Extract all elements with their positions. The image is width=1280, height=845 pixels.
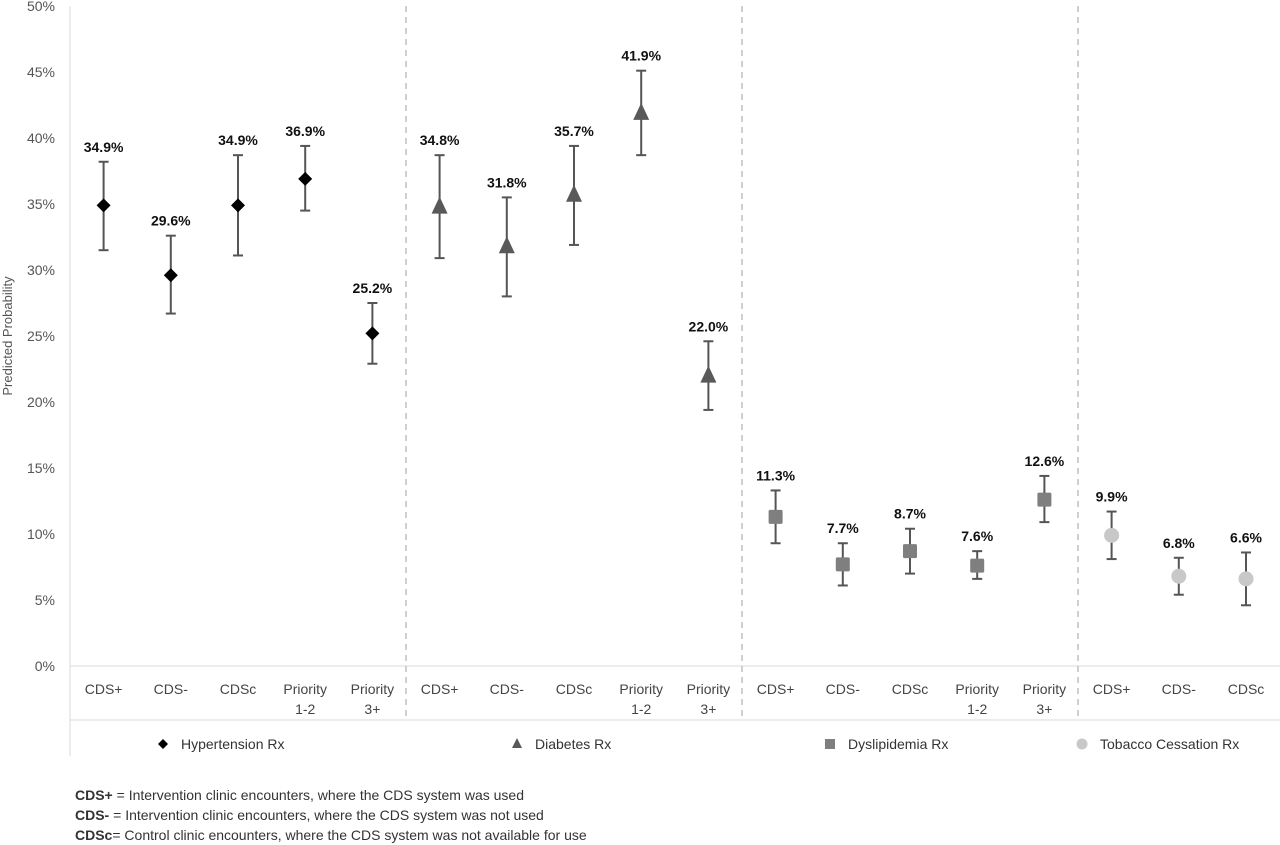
data-point	[231, 198, 245, 213]
legend-label: Hypertension Rx	[181, 736, 285, 752]
x-tick-label: 1-2	[967, 701, 987, 717]
x-tick-label: Priority	[955, 681, 999, 697]
data-point	[566, 184, 582, 202]
legend-marker	[825, 739, 835, 749]
data-label: 31.8%	[487, 174, 527, 190]
data-label: 9.9%	[1096, 489, 1128, 505]
y-axis-label: Predicted Probability	[0, 276, 15, 396]
y-tick-label: 35%	[27, 196, 55, 212]
x-tick-label: CDSc	[1228, 681, 1265, 697]
data-label: 29.6%	[151, 213, 191, 229]
data-label: 34.9%	[84, 139, 124, 155]
data-label: 8.7%	[894, 506, 926, 522]
x-tick-label: Priority	[687, 681, 731, 697]
data-point	[835, 557, 850, 572]
chart: 0% 5% 10% 15% 20% 25% 30% 35% 40% 45% 50% Predicted…	[0, 0, 1280, 756]
y-tick-label: 30%	[27, 262, 55, 278]
x-tick-label: CDS-	[1162, 681, 1197, 697]
y-tick-label: 40%	[27, 130, 55, 146]
y-tick-label: 5%	[35, 592, 55, 608]
data-point	[498, 236, 515, 254]
x-tick-label: Priority	[283, 681, 327, 697]
x-tick-label: Priority	[351, 681, 395, 697]
data-label: 6.8%	[1163, 535, 1195, 551]
x-tick-label: CDS+	[1093, 681, 1131, 697]
data-label: 36.9%	[285, 123, 325, 139]
data-label: 12.6%	[1025, 453, 1065, 469]
y-tick-label: 15%	[27, 460, 55, 476]
x-tick-label: CDSc	[556, 681, 593, 697]
x-tick-label: Priority	[619, 681, 663, 697]
x-tick-label: CDS+	[757, 681, 795, 697]
y-tick-label: 50%	[27, 0, 55, 14]
x-tick-label: CDS+	[421, 681, 459, 697]
footnote-term: CDS+	[75, 787, 113, 803]
legend-label: Tobacco Cessation Rx	[1100, 736, 1239, 752]
data-point	[768, 509, 783, 524]
data-point	[633, 102, 650, 120]
x-tick-label: 3+	[700, 701, 716, 717]
x-tick-label: 3+	[364, 701, 380, 717]
data-point	[1171, 568, 1187, 584]
data-point	[96, 198, 111, 213]
data-label: 34.8%	[420, 132, 460, 148]
footnote-term: CDS-	[75, 807, 110, 823]
x-tick-label: 1-2	[631, 701, 651, 717]
data-label: 11.3%	[756, 467, 795, 483]
data-label: 6.6%	[1230, 529, 1262, 545]
footnote-term: CDSc	[75, 827, 113, 843]
y-tick-label: 25%	[27, 328, 55, 344]
y-tick-label: 10%	[27, 526, 55, 542]
x-tick-label: CDSc	[892, 681, 929, 697]
data-label: 7.7%	[827, 520, 859, 536]
footnote-cds-plus: CDS+ = Intervention clinic encounters, w…	[75, 785, 587, 805]
data-label: 22.0%	[689, 318, 729, 334]
y-tick-label: 20%	[27, 394, 55, 410]
data-point	[903, 544, 917, 559]
data-label: 35.7%	[554, 123, 594, 139]
data-point	[163, 268, 178, 283]
legend-marker	[158, 739, 168, 749]
data-point	[431, 196, 448, 214]
data-label: 34.9%	[218, 132, 258, 148]
data-point	[298, 171, 313, 186]
data-label: 7.6%	[961, 528, 993, 544]
legend-marker	[1076, 738, 1088, 750]
x-tick-label: 3+	[1036, 701, 1052, 717]
data-point	[970, 558, 985, 573]
footnote-text: = Intervention clinic encounters, where …	[112, 787, 524, 803]
legend-label: Dyslipidemia Rx	[848, 736, 948, 752]
x-tick-label: CDS+	[85, 681, 123, 697]
footnotes: CDS+ = Intervention clinic encounters, w…	[75, 785, 587, 845]
footnote-cdsc: CDSc= Control clinic encounters, where t…	[75, 825, 587, 845]
y-tick-label: 45%	[27, 64, 55, 80]
x-tick-label: CDS-	[826, 681, 861, 697]
data-point	[365, 326, 380, 341]
footnote-cds-minus: CDS- = Intervention clinic encounters, w…	[75, 805, 587, 825]
legend-label: Diabetes Rx	[535, 736, 611, 752]
footnote-text: = Intervention clinic encounters, where …	[109, 807, 544, 823]
x-tick-label: Priority	[1023, 681, 1067, 697]
data-point	[700, 365, 717, 383]
data-label: 25.2%	[353, 280, 393, 296]
x-tick-label: CDSc	[220, 681, 257, 697]
y-tick-label: 0%	[35, 658, 55, 674]
x-tick-label: CDS-	[490, 681, 525, 697]
legend-marker	[512, 738, 522, 748]
data-point	[1104, 527, 1120, 543]
data-point	[1037, 492, 1052, 507]
data-point	[1238, 571, 1254, 587]
x-tick-label: 1-2	[295, 701, 315, 717]
x-tick-label: CDS-	[154, 681, 189, 697]
data-label: 41.9%	[621, 48, 661, 64]
footnote-text: = Control clinic encounters, where the C…	[112, 827, 587, 843]
